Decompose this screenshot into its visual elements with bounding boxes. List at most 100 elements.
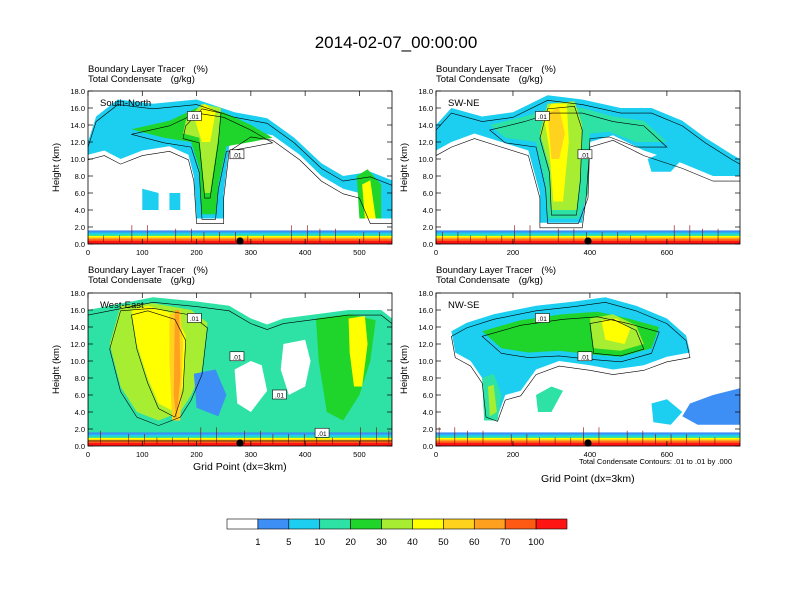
panel1-field-name1: Boundary Layer Tracer (88, 64, 185, 75)
y-tick-label: 16.0 (418, 306, 433, 315)
x-tick-label: 200 (190, 248, 203, 257)
colorbar-label: 70 (499, 537, 511, 548)
tracer-region (682, 388, 740, 425)
plot-frame (87, 292, 393, 447)
panel2-field-unit1: (%) (541, 64, 557, 75)
colorbar-swatch (226, 518, 259, 530)
contour-note: Total Condensate Contours: .01 to .01 by… (579, 457, 733, 466)
location-marker (236, 237, 244, 245)
tracer-region (348, 315, 368, 387)
contour-line (131, 112, 274, 220)
contour-label: .01 (538, 114, 547, 121)
colorbar-swatch (288, 518, 321, 530)
contour-label-box (535, 111, 550, 121)
y-tick-label: 18.0 (418, 289, 433, 298)
contour-line (182, 108, 222, 199)
y-tick-label: 2.0 (423, 223, 433, 232)
y-tick-label: 0.0 (75, 240, 85, 249)
x-tick-label: 400 (299, 450, 312, 459)
y-tick-label: 18.0 (70, 87, 85, 96)
panel2-field-line1: Boundary Layer Tracer (%) (436, 64, 556, 75)
y-tick-label: 14.0 (70, 121, 85, 130)
colorbar-label: 1 (255, 537, 261, 548)
y-axis-label: Height (km) (51, 345, 62, 394)
contour-label-box (229, 351, 245, 362)
y-tick-label: 10.0 (70, 357, 85, 366)
tracer-region (234, 361, 268, 412)
contour-label: .01 (190, 114, 199, 121)
contour-line (481, 316, 660, 363)
colorbar-label: 40 (407, 537, 418, 548)
x-tick-label: 0 (86, 248, 90, 257)
panel3-field-unit2: (g/kg) (170, 275, 195, 286)
panel1-field-name2: Total Condensate (88, 74, 162, 85)
contour-label: .01 (538, 316, 547, 323)
contour-label: .01 (580, 354, 589, 361)
colorbar-swatch (257, 518, 290, 530)
tracer-region (601, 318, 631, 344)
colorbar-swatch (381, 518, 413, 530)
colorbar-swatch (443, 518, 475, 530)
x-tick-label: 400 (299, 248, 312, 257)
contour-line (88, 302, 392, 442)
y-tick-label: 0.0 (423, 240, 433, 249)
panel1-field-unit1: (%) (193, 64, 209, 75)
contour-line (131, 310, 187, 418)
colorbar-swatch (350, 518, 382, 530)
x-tick-label: 400 (584, 450, 597, 459)
panel4-field-line2: Total Condensate (g/kg) (436, 275, 543, 286)
y-tick-label: 14.0 (418, 323, 433, 332)
x-tick-label: 600 (661, 450, 674, 459)
x-tick-label: 200 (190, 450, 203, 459)
y-tick-label: 4.0 (75, 206, 85, 215)
y-tick-label: 8.0 (423, 172, 433, 181)
y-tick-label: 10.0 (70, 155, 85, 164)
y-tick-label: 2.0 (423, 425, 433, 434)
colorbar-label: 30 (376, 537, 387, 548)
y-tick-label: 16.0 (70, 104, 85, 113)
colorbar-swatch (319, 518, 351, 530)
panel-label: SW-NE (448, 98, 480, 109)
x-tick-label: 200 (507, 248, 520, 257)
plot-frame (435, 90, 741, 245)
contour-label: .01 (190, 316, 199, 323)
contour-line (589, 319, 645, 357)
panel3-field-line2: Total Condensate (g/kg) (88, 275, 195, 286)
y-tick-label: 2.0 (75, 223, 85, 232)
panel4-field-unit1: (%) (541, 265, 557, 276)
contour-line (88, 104, 392, 224)
y-tick-label: 4.0 (75, 408, 85, 417)
colorbar-label: 100 (528, 537, 545, 548)
contour-line (436, 100, 740, 229)
contour-label: .01 (275, 393, 284, 400)
y-tick-label: 8.0 (75, 374, 85, 383)
x-tick-label: 100 (136, 450, 149, 459)
contour-label-box (272, 389, 287, 400)
panel3-field-unit1: (%) (193, 265, 209, 276)
y-axis-label: Height (km) (399, 345, 410, 394)
panel4-x-axis-label: Grid Point (dx=3km) (541, 473, 635, 485)
y-tick-label: 0.0 (75, 442, 85, 451)
contour-label-box (187, 111, 202, 121)
panel4-field-name2: Total Condensate (436, 275, 510, 286)
contour-label: .01 (232, 152, 241, 159)
colorbar-label: 50 (438, 537, 449, 548)
contour-label: .01 (232, 354, 241, 361)
tracer-region (173, 310, 181, 421)
contour-label-box (229, 149, 245, 160)
colorbar-label: 20 (345, 537, 356, 548)
panel3-field-name2: Total Condensate (88, 275, 162, 286)
panel1-field-line2: Total Condensate (g/kg) (88, 74, 195, 85)
panel3-field-name1: Boundary Layer Tracer (88, 265, 185, 276)
y-tick-label: 12.0 (70, 340, 85, 349)
location-marker (584, 439, 592, 447)
x-tick-label: 0 (86, 450, 90, 459)
colorbar (226, 518, 568, 530)
contour-label-box (187, 313, 202, 323)
x-tick-label: 300 (245, 450, 258, 459)
panel2-field-unit2: (g/kg) (518, 74, 543, 85)
panel-label: NW-SE (448, 300, 480, 311)
contour-line (109, 307, 208, 426)
y-tick-label: 12.0 (418, 340, 433, 349)
